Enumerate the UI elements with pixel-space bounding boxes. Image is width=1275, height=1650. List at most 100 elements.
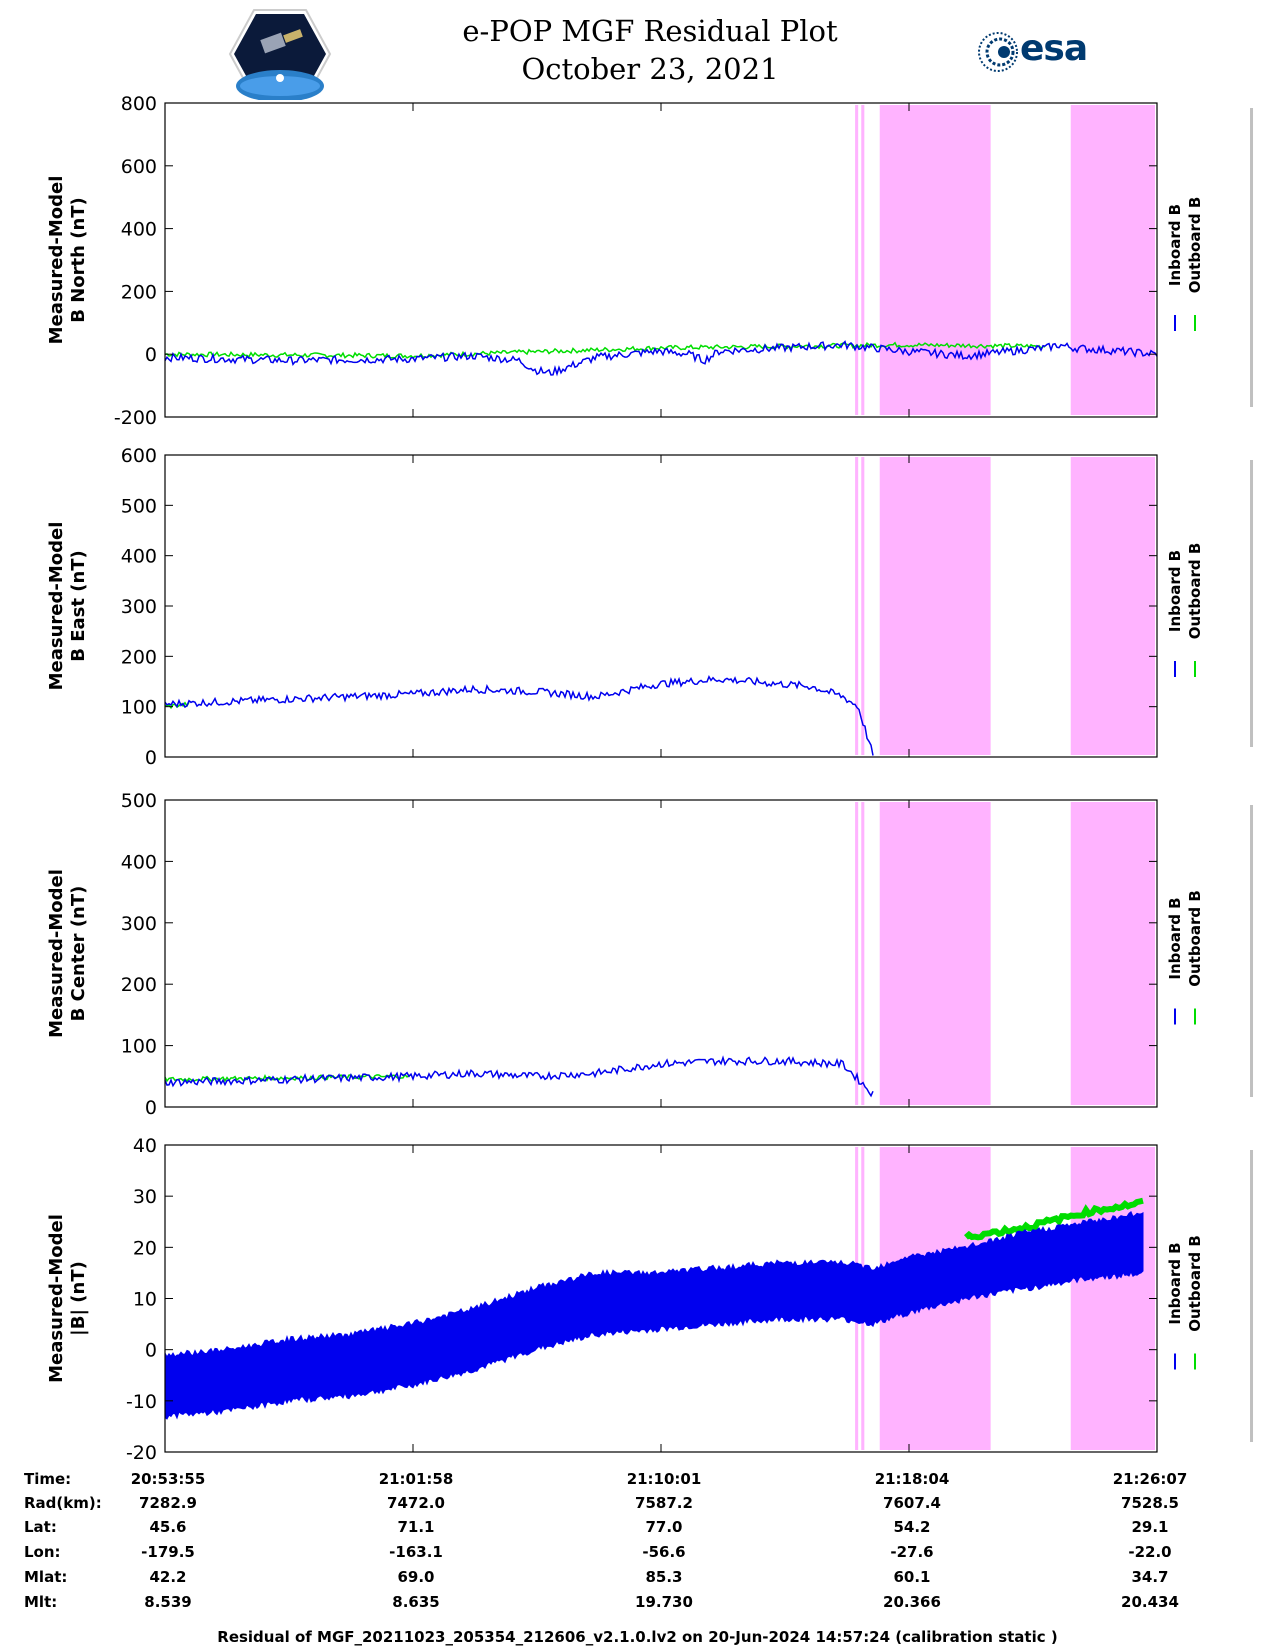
ephemeris-label: Rad(km): <box>24 1494 102 1512</box>
ephemeris-value: 85.3 <box>645 1568 683 1586</box>
series-inboard-b-2 <box>164 1055 874 1098</box>
legend-outboard-label-2: Outboard B <box>1186 890 1204 987</box>
shaded-region-0-0 <box>855 105 859 415</box>
y-tick-label-0-0: 800 <box>121 93 157 115</box>
y-tick-label-3-6: -20 <box>126 1442 157 1464</box>
y-tick-label-3-4: 0 <box>145 1340 157 1362</box>
esa-logo-text: esa <box>1020 28 1088 69</box>
y-tick-label-0-2: 400 <box>121 219 157 241</box>
y-axis-label-0: Measured-ModelB North (nT) <box>46 176 89 345</box>
y-axis-label-1: Measured-ModelB East (nT) <box>46 522 89 691</box>
shaded-region-2-1 <box>861 802 865 1105</box>
shaded-region-1-0 <box>855 457 859 755</box>
y-tick-label-2-5: 0 <box>145 1097 157 1119</box>
y-tick-label-1-0: 600 <box>121 445 157 467</box>
ephemeris-value: -179.5 <box>141 1543 195 1561</box>
series-outboard-b-3 <box>964 1197 1144 1241</box>
ephemeris-label: Lon: <box>24 1543 61 1561</box>
y-tick-label-1-6: 0 <box>145 747 157 769</box>
shaded-region-2-2 <box>879 802 991 1105</box>
ephemeris-value: -163.1 <box>389 1543 443 1561</box>
y-axis-label-2: Measured-ModelB Center (nT) <box>46 869 89 1038</box>
plot-frame-0 <box>164 102 1158 418</box>
ephemeris-value: 21:01:58 <box>378 1470 454 1488</box>
ephemeris-value: 7607.4 <box>883 1494 941 1512</box>
ephemeris-value: 7528.5 <box>1121 1494 1179 1512</box>
ephemeris-value: -56.6 <box>642 1543 686 1561</box>
plot-date: October 23, 2021 <box>521 52 779 86</box>
ephemeris-value: 45.6 <box>149 1518 187 1536</box>
legend-inboard-label-3: Inboard B <box>1166 1242 1184 1324</box>
shaded-region-2-3 <box>1070 802 1155 1105</box>
y-axis-label-line: Measured-Model <box>46 869 67 1038</box>
ephemeris-label: Mlt: <box>24 1593 58 1611</box>
ephemeris-value: 20.366 <box>883 1593 941 1611</box>
y-tick-label-3-2: 20 <box>133 1237 157 1259</box>
y-tick-label-1-3: 300 <box>121 596 157 618</box>
shaded-region-1-1 <box>861 457 865 755</box>
y-axis-label-line: B East (nT) <box>68 550 89 662</box>
y-tick-label-3-0: 40 <box>133 1135 157 1157</box>
y-tick-label-1-4: 200 <box>121 646 157 668</box>
legend-inboard-label-1: Inboard B <box>1166 550 1184 632</box>
legend-outboard-label-3: Outboard B <box>1186 1235 1204 1332</box>
ephemeris-value: 69.0 <box>397 1568 435 1586</box>
y-tick-label-0-3: 200 <box>121 281 157 303</box>
ephemeris-value: 7472.0 <box>387 1494 445 1512</box>
y-tick-label-3-3: 10 <box>133 1289 157 1311</box>
ephemeris-value: 20:53:55 <box>130 1470 206 1488</box>
y-tick-label-3-1: 30 <box>133 1186 157 1208</box>
legend-outboard-label-1: Outboard B <box>1186 543 1204 640</box>
y-axis-label-line: |B| (nT) <box>68 1261 89 1336</box>
shaded-region-2-0 <box>855 802 859 1105</box>
y-tick-label-2-2: 300 <box>121 913 157 935</box>
ephemeris-value: -27.6 <box>890 1543 934 1561</box>
plot-title: e-POP MGF Residual Plot <box>462 14 838 48</box>
y-tick-label-0-4: 0 <box>145 344 157 366</box>
y-axis-label-line: B Center (nT) <box>68 886 89 1022</box>
ephemeris-value: 7282.9 <box>139 1494 197 1512</box>
series-inboard-b-3 <box>164 1211 1144 1420</box>
cassiope-logo-icon <box>228 9 332 100</box>
shaded-region-3-3 <box>1070 1147 1155 1450</box>
ephemeris-value: 21:10:01 <box>626 1470 702 1488</box>
y-tick-label-1-5: 100 <box>121 697 157 719</box>
ephemeris-value: 29.1 <box>1131 1518 1169 1536</box>
ephemeris-value: 77.0 <box>645 1518 683 1536</box>
legend-inboard-label-2: Inboard B <box>1166 897 1184 979</box>
ephemeris-value: 42.2 <box>149 1568 187 1586</box>
ephemeris-value: 7587.2 <box>635 1494 693 1512</box>
ephemeris-value: 20.434 <box>1121 1593 1179 1611</box>
y-axis-label-line: B North (nT) <box>68 197 89 323</box>
y-axis-label-line: Measured-Model <box>46 176 67 345</box>
y-tick-label-2-4: 100 <box>121 1036 157 1058</box>
ephemeris-label: Time: <box>24 1470 72 1488</box>
ephemeris-value: 54.2 <box>893 1518 931 1536</box>
y-axis-label-3: Measured-Model|B| (nT) <box>46 1214 89 1383</box>
y-tick-label-2-1: 400 <box>121 851 157 873</box>
ephemeris-label: Lat: <box>24 1518 57 1536</box>
shaded-region-0-2 <box>879 105 991 415</box>
series-inboard-b-0 <box>164 340 1158 377</box>
y-tick-label-3-5: -10 <box>126 1391 157 1413</box>
series-inboard-b-1 <box>164 675 874 756</box>
y-axis-label-line: Measured-Model <box>46 522 67 691</box>
plot-frame-2 <box>164 799 1158 1108</box>
ephemeris-value: 71.1 <box>397 1518 435 1536</box>
shaded-region-1-3 <box>1070 457 1155 755</box>
y-tick-label-0-1: 600 <box>121 156 157 178</box>
footer-caption: Residual of MGF_20211023_205354_212606_v… <box>217 1628 1058 1646</box>
shaded-region-0-1 <box>861 105 865 415</box>
ephemeris-value: 8.539 <box>144 1593 192 1611</box>
esa-logo-icon <box>978 32 1018 72</box>
y-tick-label-1-1: 500 <box>121 495 157 517</box>
series-outboard-b-0 <box>164 341 1046 359</box>
y-tick-label-0-5: -200 <box>114 407 157 429</box>
ephemeris-value: 19.730 <box>635 1593 693 1611</box>
y-tick-label-2-3: 200 <box>121 974 157 996</box>
ephemeris-value: 21:26:07 <box>1112 1470 1188 1488</box>
legend-outboard-label-0: Outboard B <box>1186 197 1204 294</box>
legend-inboard-label-0: Inboard B <box>1166 204 1184 286</box>
ephemeris-value: 60.1 <box>893 1568 931 1586</box>
